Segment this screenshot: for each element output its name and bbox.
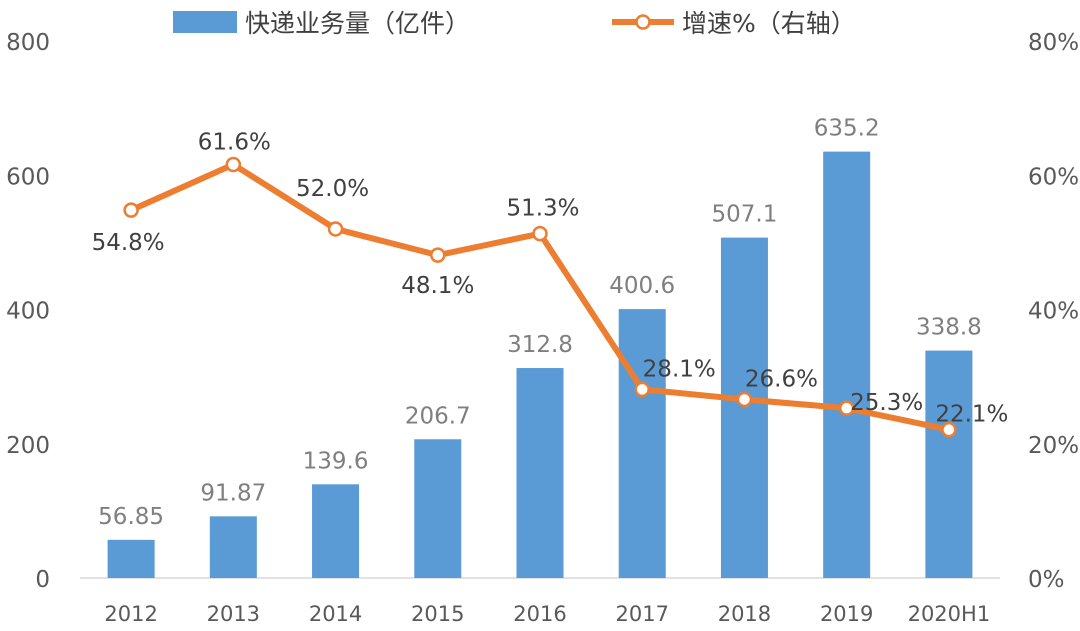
right-tick-label: 0%: [1028, 567, 1065, 593]
bar-value-label: 635.2: [814, 116, 880, 142]
x-tick-label: 2019: [820, 602, 873, 626]
legend-label-growth: 增速%（右轴）: [682, 9, 856, 38]
right-tick-label: 20%: [1028, 433, 1079, 459]
bar: [925, 350, 973, 578]
bar-value-label: 91.87: [200, 480, 266, 506]
legend-line-swatch: [612, 14, 674, 30]
growth-point: [225, 156, 242, 173]
growth-value-label: 52.0%: [296, 176, 369, 202]
bar: [516, 368, 564, 578]
bar: [823, 151, 871, 578]
left-tick-label: 600: [6, 164, 50, 190]
bar: [107, 539, 155, 578]
x-tick-label: 2017: [615, 602, 668, 626]
legend-label-volume: 快递业务量（亿件）: [245, 9, 471, 38]
bar-value-label: 206.7: [405, 403, 471, 429]
bar: [312, 484, 360, 578]
left-tick-label: 800: [6, 30, 50, 56]
growth-value-label: 51.3%: [506, 196, 579, 222]
legend-item-growth: 增速%（右轴）: [612, 4, 856, 40]
bar-value-label: 338.8: [916, 315, 982, 341]
bar-value-label: 56.85: [98, 504, 164, 530]
growth-value-label: 28.1%: [643, 356, 716, 382]
bar: [209, 516, 257, 578]
growth-value-label: 48.1%: [401, 273, 474, 299]
bar-value-label: 139.6: [303, 448, 369, 474]
right-tick-label: 60%: [1028, 164, 1079, 190]
growth-point: [736, 391, 753, 408]
left-tick-label: 0: [35, 567, 50, 593]
bar: [414, 439, 462, 578]
growth-value-label: 25.3%: [850, 390, 923, 416]
x-tick-label: 2015: [411, 602, 464, 626]
growth-point: [123, 202, 139, 218]
x-tick-label: 2018: [718, 602, 771, 626]
growth-point: [532, 225, 548, 242]
growth-value-label: 61.6%: [198, 130, 271, 156]
bar-value-label: 507.1: [712, 202, 778, 228]
right-tick-label: 40%: [1028, 299, 1079, 325]
x-tick-label: 2013: [207, 602, 260, 626]
left-tick-label: 200: [6, 433, 50, 459]
bar: [618, 309, 666, 578]
bar-value-label: 312.8: [507, 332, 573, 358]
right-tick-label: 80%: [1028, 30, 1079, 56]
growth-value-label: 26.6%: [745, 366, 818, 392]
growth-value-label: 22.1%: [935, 402, 1008, 428]
x-tick-label: 2020H1: [908, 602, 991, 626]
x-tick-label: 2016: [513, 602, 566, 626]
legend-item-volume: 快递业务量（亿件）: [173, 4, 470, 40]
bar: [720, 237, 768, 578]
growth-point: [941, 421, 957, 438]
left-tick-label: 400: [6, 299, 50, 325]
x-tick-label: 2012: [104, 602, 157, 626]
x-tick-label: 2014: [309, 602, 362, 626]
growth-point: [838, 400, 855, 416]
growth-point: [430, 247, 446, 263]
growth-point: [327, 221, 344, 237]
bar-value-label: 400.6: [609, 273, 675, 299]
growth-point: [634, 381, 650, 398]
legend: 快递业务量（亿件） 增速%（右轴）: [0, 4, 1080, 44]
legend-bar-swatch: [173, 11, 237, 33]
growth-value-label: 54.8%: [92, 230, 165, 256]
